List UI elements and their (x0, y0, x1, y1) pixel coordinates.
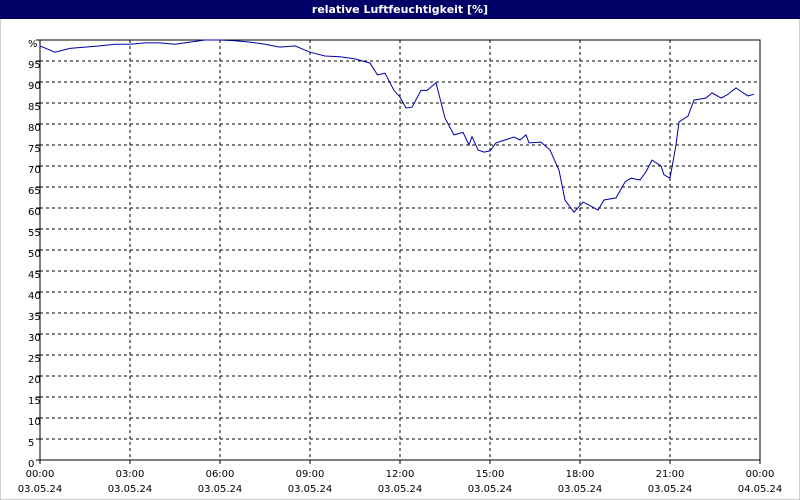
x-tick-label: 15:00 (476, 469, 505, 480)
chart-title: relative Luftfeuchtigkeit [%] (312, 3, 488, 16)
x-tick-date: 04.05.24 (738, 484, 783, 495)
x-tick-date: 03.05.24 (378, 484, 423, 495)
data-line (39, 39, 755, 213)
y-tick-label: 25 (28, 354, 41, 365)
y-tick-label: 60 (28, 207, 41, 218)
y-tick-label: % (28, 39, 38, 50)
y-tick-label: 45 (28, 270, 41, 281)
x-tick-label: 00:00 (746, 469, 775, 480)
x-tick-date: 03.05.24 (198, 484, 243, 495)
x-tick-label: 12:00 (386, 469, 415, 480)
x-tick-date: 03.05.24 (558, 484, 603, 495)
y-tick-label: 10 (28, 417, 41, 428)
y-tick-label: 75 (28, 144, 41, 155)
y-tick-label: 85 (28, 102, 41, 113)
x-tick-date: 03.05.24 (18, 484, 63, 495)
x-tick-date: 03.05.24 (108, 484, 153, 495)
y-tick-label: 15 (28, 396, 41, 407)
y-tick-label: 40 (28, 291, 41, 302)
y-tick-label: 90 (28, 81, 41, 92)
y-tick-label: 65 (28, 186, 41, 197)
x-tick-label: 21:00 (656, 469, 685, 480)
y-tick-label: 5 (28, 438, 34, 449)
x-tick-date: 03.05.24 (288, 484, 333, 495)
x-tick-date: 03.05.24 (468, 484, 513, 495)
x-tick-label: 03:00 (116, 469, 145, 480)
x-tick-date: 03.05.24 (648, 484, 693, 495)
title-bar (0, 0, 800, 19)
y-tick-label: 95 (28, 60, 41, 71)
x-tick-label: 09:00 (296, 469, 325, 480)
y-tick-label: 80 (28, 123, 41, 134)
y-tick-label: 50 (28, 249, 41, 260)
x-tick-label: 18:00 (566, 469, 595, 480)
y-tick-label: 0 (28, 459, 34, 470)
y-tick-label: 30 (28, 333, 41, 344)
y-tick-label: 20 (28, 375, 41, 386)
y-tick-label: 70 (28, 165, 41, 176)
y-tick-label: 35 (28, 312, 41, 323)
x-tick-label: 00:00 (26, 469, 55, 480)
x-tick-label: 06:00 (206, 469, 235, 480)
y-tick-label: 55 (28, 228, 41, 239)
